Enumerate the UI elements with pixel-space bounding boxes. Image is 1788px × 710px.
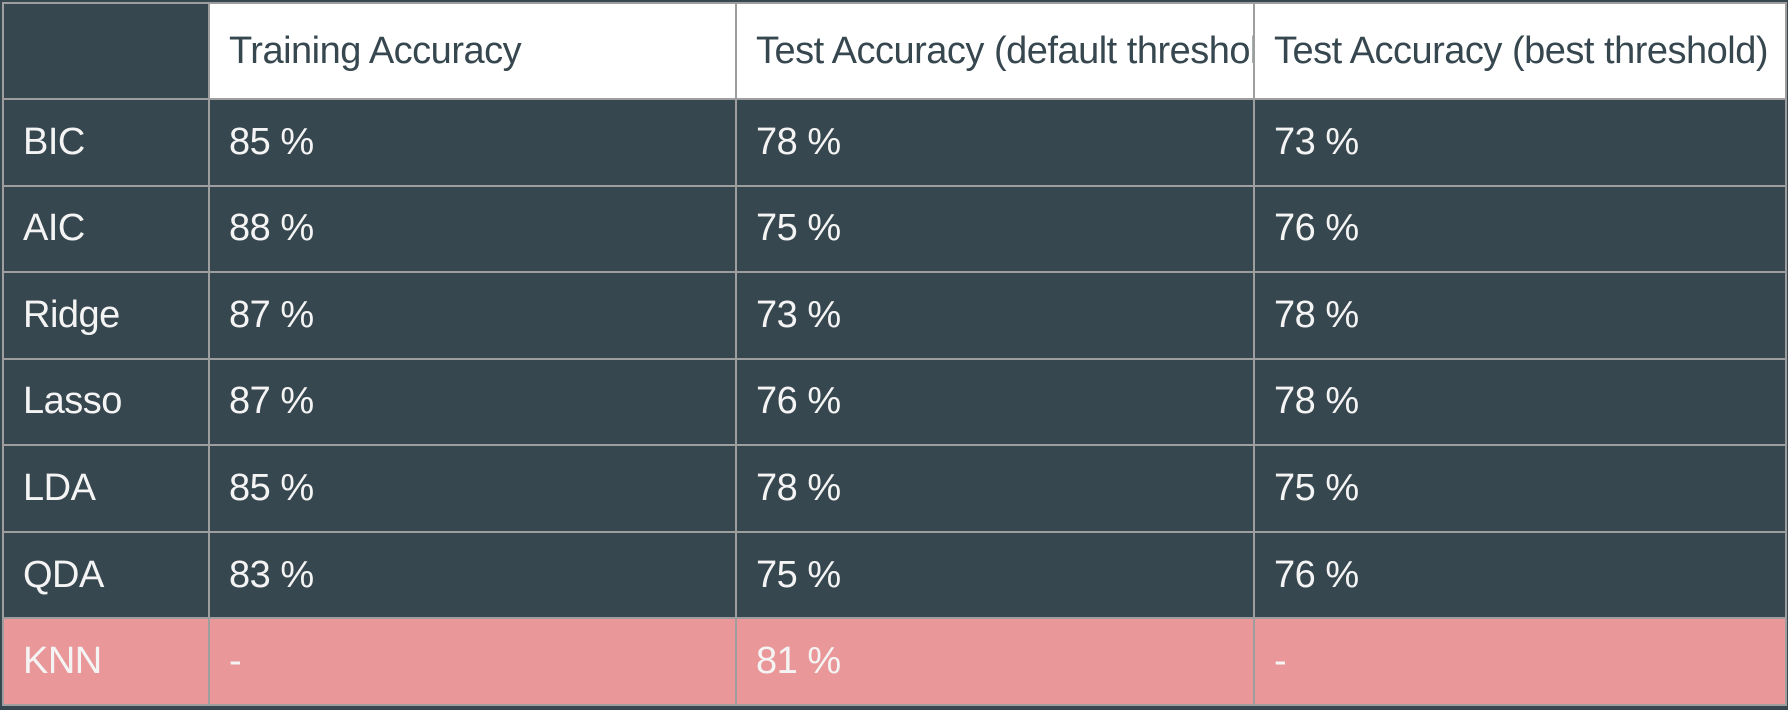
training-accuracy-cell: 87 %	[208, 357, 737, 447]
test-accuracy-default-cell: 78 %	[735, 98, 1255, 187]
test-accuracy-default-cell: 73 %	[735, 271, 1255, 360]
training-accuracy-cell: 87 %	[208, 271, 737, 360]
test-accuracy-default-cell: 75 %	[735, 530, 1255, 620]
table-row: LDA 85 % 78 % 75 %	[2, 444, 1787, 533]
test-accuracy-default-cell: 81 %	[735, 617, 1255, 706]
header-training-accuracy: Training Accuracy	[208, 2, 737, 100]
training-accuracy-cell: 83 %	[208, 530, 737, 620]
header-corner-cell	[2, 2, 210, 100]
header-test-accuracy-best: Test Accuracy (best threshold)	[1253, 2, 1787, 100]
test-accuracy-default-cell: 75 %	[735, 184, 1255, 274]
model-name-cell: Lasso	[2, 357, 210, 447]
table-row: BIC 85 % 78 % 73 %	[2, 98, 1787, 187]
table-row: AIC 88 % 75 % 76 %	[2, 184, 1787, 274]
model-name-cell: AIC	[2, 184, 210, 274]
training-accuracy-cell: 85 %	[208, 444, 737, 533]
model-name-cell: BIC	[2, 98, 210, 187]
test-accuracy-best-cell: 78 %	[1253, 357, 1787, 447]
test-accuracy-best-cell: 76 %	[1253, 530, 1787, 620]
table-row-highlighted: KNN - 81 % -	[2, 617, 1787, 706]
table-row: Ridge 87 % 73 % 78 %	[2, 271, 1787, 360]
training-accuracy-cell: -	[208, 617, 737, 706]
test-accuracy-best-cell: -	[1253, 617, 1787, 706]
test-accuracy-best-cell: 73 %	[1253, 98, 1787, 187]
table-header-row: Training Accuracy Test Accuracy (default…	[2, 2, 1787, 100]
test-accuracy-default-cell: 76 %	[735, 357, 1255, 447]
model-name-cell: Ridge	[2, 271, 210, 360]
table-row: QDA 83 % 75 % 76 %	[2, 530, 1787, 620]
test-accuracy-best-cell: 78 %	[1253, 271, 1787, 360]
table-row: Lasso 87 % 76 % 78 %	[2, 357, 1787, 447]
header-test-accuracy-default: Test Accuracy (default threshold)	[735, 2, 1255, 100]
training-accuracy-cell: 88 %	[208, 184, 737, 274]
test-accuracy-default-cell: 78 %	[735, 444, 1255, 533]
model-name-cell: KNN	[2, 617, 210, 706]
model-name-cell: LDA	[2, 444, 210, 533]
model-name-cell: QDA	[2, 530, 210, 620]
test-accuracy-best-cell: 75 %	[1253, 444, 1787, 533]
training-accuracy-cell: 85 %	[208, 98, 737, 187]
test-accuracy-best-cell: 76 %	[1253, 184, 1787, 274]
